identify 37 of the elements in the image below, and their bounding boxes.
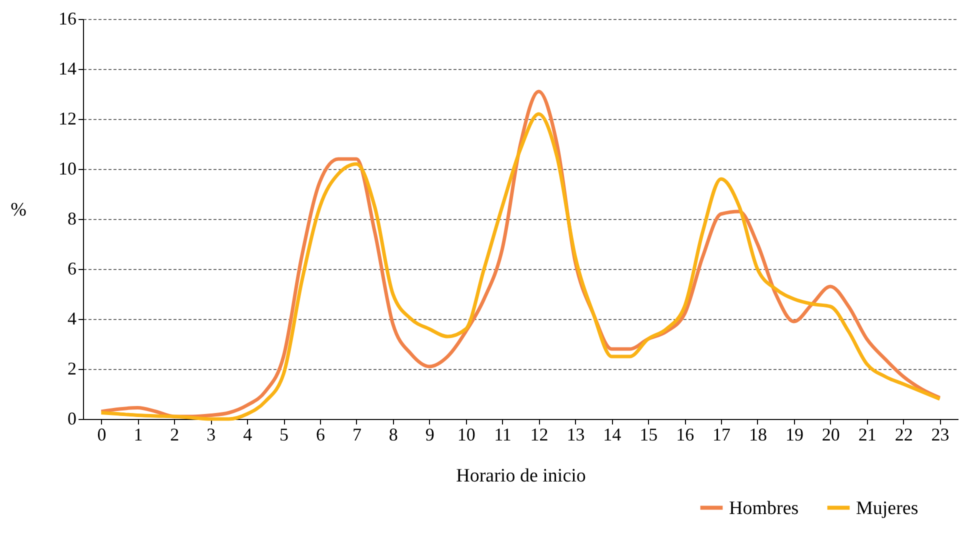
x-tick-label: 13 (566, 424, 585, 444)
y-tick-label: 14 (58, 58, 76, 78)
legend-label: Mujeres (856, 498, 918, 519)
y-tick-label: 12 (58, 108, 76, 128)
x-tick-label: 18 (748, 424, 767, 444)
y-tick-label: 4 (68, 308, 76, 328)
x-axis-title: Horario de inicio (456, 466, 586, 486)
x-tick-label: 22 (894, 424, 913, 444)
x-tick-label: 8 (388, 424, 398, 444)
y-tick-label: 6 (68, 258, 76, 278)
x-tick-label: 7 (352, 424, 362, 444)
x-tick-label: 4 (243, 424, 252, 444)
x-tick-label: 12 (530, 424, 548, 444)
x-tick-label: 17 (712, 424, 731, 444)
x-tick-label: 21 (858, 424, 876, 444)
x-tick-label: 20 (822, 424, 840, 444)
x-tick-label: 15 (640, 424, 658, 444)
x-tick-label: 5 (280, 424, 289, 444)
y-tick-label: 2 (68, 358, 76, 378)
y-axis-title: % (10, 200, 27, 220)
y-tick-label: 10 (58, 158, 76, 178)
x-tick-label: 6 (316, 424, 325, 444)
x-tick-label: 1 (134, 424, 143, 444)
x-tick-label: 10 (457, 424, 476, 444)
x-tick-label: 11 (494, 424, 512, 444)
x-tick-label: 16 (676, 424, 694, 444)
x-tick-label: 14 (603, 424, 622, 444)
x-tick-label: 0 (97, 424, 106, 444)
y-tick-label: 8 (68, 208, 76, 228)
y-tick-label: 0 (68, 408, 76, 428)
x-tick-label: 19 (785, 424, 804, 444)
x-tick-label: 9 (425, 424, 434, 444)
x-tick-label: 23 (931, 424, 950, 444)
y-tick-label: 16 (58, 8, 76, 28)
x-tick-label: 2 (170, 424, 180, 444)
legend-label: Hombres (729, 498, 799, 519)
x-tick-label: 3 (206, 424, 216, 444)
